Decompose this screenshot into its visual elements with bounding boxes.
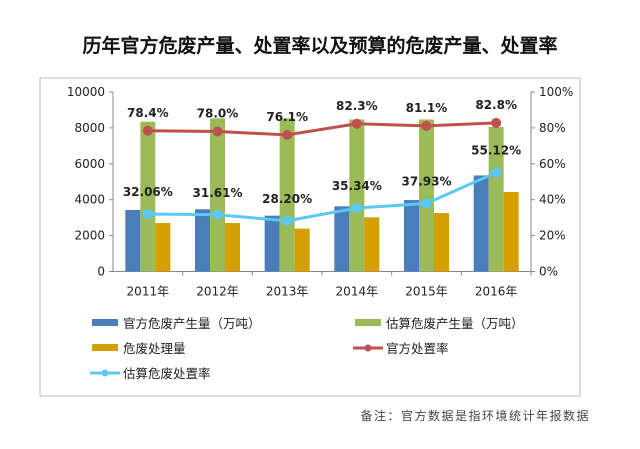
bar (279, 118, 295, 272)
bar (334, 206, 350, 272)
data-label: 31.61% (193, 186, 243, 200)
series-line (147, 171, 497, 223)
bar (419, 119, 434, 272)
data-point (282, 129, 293, 140)
bar (404, 200, 419, 272)
legend-swatch (92, 319, 118, 326)
bar (349, 119, 365, 272)
legend-label: 估算危废处置率 (123, 366, 211, 381)
data-label: 82.8% (475, 98, 517, 112)
x-tick-label: 2011年 (127, 285, 170, 299)
data-label: 35.34% (332, 179, 382, 193)
bar (434, 212, 449, 272)
bar (264, 215, 280, 272)
data-point (282, 215, 293, 226)
legend-label: 官方危废产生量（万吨） (123, 316, 261, 331)
series-line (147, 121, 497, 137)
legend-swatch (92, 344, 118, 351)
bar (195, 209, 210, 272)
left-tick-label: 2000 (74, 229, 105, 243)
chart-frame (39, 77, 581, 397)
x-tick-label: 2013年 (266, 285, 309, 299)
data-label: 76.1% (266, 110, 308, 124)
right-tick-label: 20% (539, 229, 566, 243)
data-point (351, 118, 362, 129)
bar (140, 121, 156, 272)
right-tick-label: 0% (539, 265, 558, 279)
left-tick-label: 0 (97, 265, 105, 279)
bar (488, 127, 504, 272)
data-label: 37.93% (402, 174, 452, 188)
data-label: 55.12% (471, 144, 521, 158)
x-tick-label: 2012年 (196, 285, 239, 299)
left-tick-label: 8000 (74, 121, 105, 135)
bar (125, 209, 141, 272)
data-point (351, 203, 362, 214)
data-label: 78.0% (197, 106, 239, 120)
data-label: 78.4% (127, 106, 169, 120)
legend-label: 估算危废产生量（万吨） (386, 316, 524, 331)
right-tick-label: 40% (539, 193, 566, 207)
x-tick-label: 2014年 (336, 285, 379, 299)
x-tick-label: 2016年 (475, 285, 518, 299)
bar (473, 175, 489, 272)
data-label: 28.20% (262, 192, 312, 206)
data-point (142, 208, 153, 219)
chart-title: 历年官方危废产量、处置率以及预算的危废产量、处置率 (82, 34, 557, 57)
legend-label: 危废处理量 (123, 341, 186, 356)
data-point (142, 125, 153, 136)
right-tick-label: 80% (539, 121, 566, 135)
legend-swatch (355, 319, 381, 326)
data-point (491, 167, 502, 178)
data-point (212, 126, 223, 137)
bar (210, 118, 225, 272)
left-tick-label: 10000 (67, 85, 105, 99)
data-point (212, 209, 223, 220)
data-label: 32.06% (123, 185, 173, 199)
left-tick-label: 4000 (74, 193, 105, 207)
bar (225, 223, 240, 272)
bar (294, 228, 310, 272)
legend-marker (364, 344, 372, 352)
bar (364, 217, 380, 272)
bar (503, 191, 519, 272)
footnote: 备注：官方数据是指环境统计年报数据 (360, 408, 590, 423)
left-tick-label: 6000 (74, 157, 105, 171)
right-tick-label: 60% (539, 157, 566, 171)
data-point (421, 198, 432, 209)
bar (155, 223, 171, 272)
legend-marker (101, 369, 109, 377)
data-label: 82.3% (336, 99, 378, 113)
data-point (421, 120, 432, 131)
data-label: 81.1% (406, 101, 448, 115)
legend-label: 官方处置率 (386, 341, 449, 356)
x-tick-label: 2015年 (405, 285, 448, 299)
right-tick-label: 100% (539, 85, 573, 99)
data-point (491, 117, 502, 128)
